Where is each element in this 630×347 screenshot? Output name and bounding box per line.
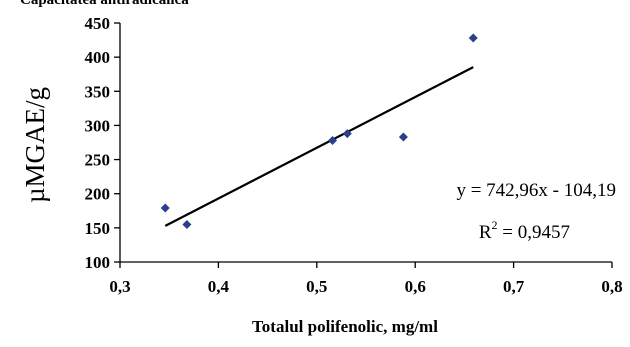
data-point <box>342 129 352 139</box>
y-tick-label: 150 <box>85 219 111 238</box>
y-tick-label: 300 <box>85 116 111 135</box>
x-tick-label: 0,4 <box>208 277 230 296</box>
x-axis-label: Totalul polifenolic, mg/ml <box>252 317 438 336</box>
r-squared-label: R2 = 0,9457 <box>479 218 570 243</box>
r-squared-value: = 0,9457 <box>498 222 570 243</box>
data-point <box>160 203 170 213</box>
r-squared-r: R <box>479 222 492 243</box>
y-tick-label: 350 <box>85 82 111 101</box>
regression-equation: y = 742,96x - 104,19 <box>456 180 616 201</box>
chart-title: Capacitatea antiradicalica <box>20 0 189 8</box>
data-point <box>398 132 408 142</box>
data-point <box>182 219 192 229</box>
data-point <box>328 135 338 145</box>
r-squared-superscript: 2 <box>492 218 498 232</box>
data-points <box>160 33 478 229</box>
y-tick-label: 100 <box>85 253 111 272</box>
data-point <box>468 33 478 43</box>
y-tick-label: 400 <box>85 48 111 67</box>
y-tick-label: 200 <box>85 185 111 204</box>
y-tick-label: 250 <box>85 151 111 170</box>
x-tick-label: 0,6 <box>405 277 426 296</box>
x-tick-label: 0,3 <box>109 277 130 296</box>
x-tick-label: 0,7 <box>503 277 525 296</box>
y-axis-label: µMGAE/g <box>20 87 50 203</box>
x-tick-label: 0,8 <box>601 277 622 296</box>
x-axis-ticks: 0,3 0,4 0,5 0,6 0,7 0,8 <box>109 262 623 296</box>
y-axis-ticks: 100 150 200 250 300 350 400 450 <box>85 14 120 272</box>
trendline <box>164 66 474 227</box>
x-tick-label: 0,5 <box>306 277 327 296</box>
y-tick-label: 450 <box>85 14 111 33</box>
